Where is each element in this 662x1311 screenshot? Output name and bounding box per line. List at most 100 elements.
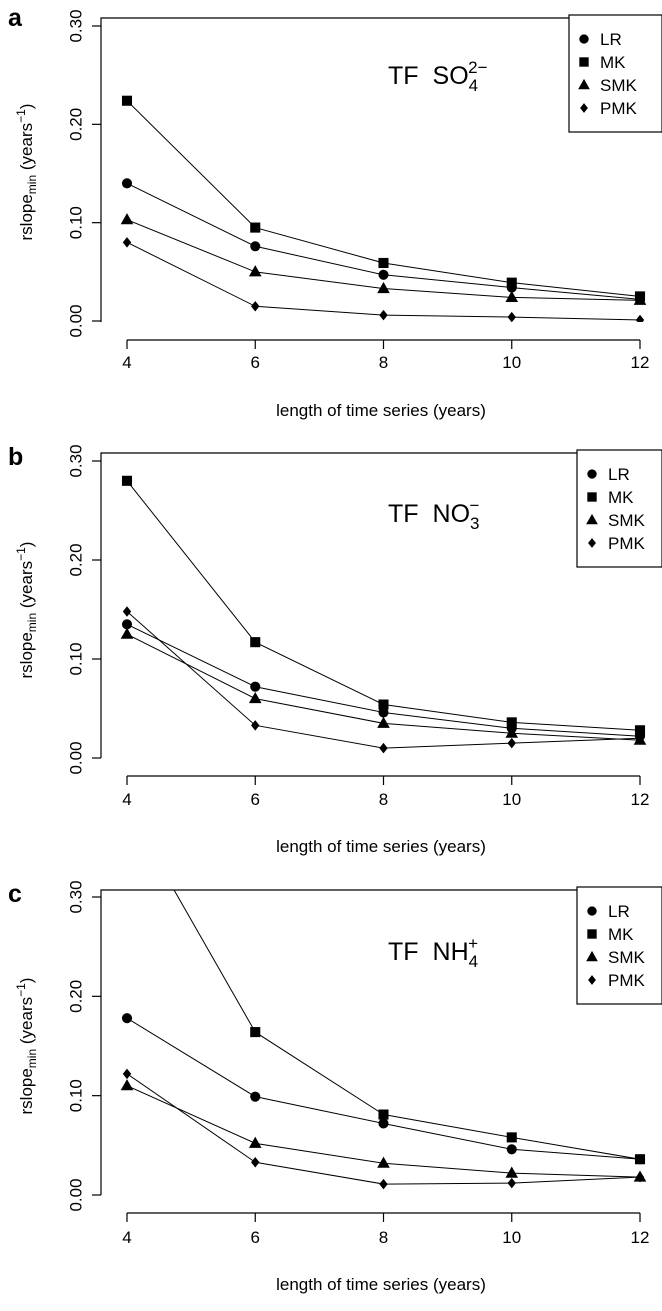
x-tick-label: 8 <box>379 353 388 372</box>
panel-annotation: TF NH4+ <box>388 934 478 971</box>
y-axis-label: rslopemin (years−1) <box>14 542 39 679</box>
data-point-mk <box>250 222 261 233</box>
data-point-lr <box>250 681 261 692</box>
series-group <box>120 95 647 322</box>
data-point-pmk <box>251 301 260 312</box>
data-point-mk <box>378 257 389 269</box>
data-point-smk <box>248 1136 262 1148</box>
data-point-lr <box>378 269 389 280</box>
annotation-sup: − <box>470 496 480 515</box>
data-point-smk <box>377 1156 390 1168</box>
x-tick-label: 4 <box>122 353 131 372</box>
panel-annotation: TF NO3− <box>388 496 480 533</box>
y-tick-label: 0.20 <box>66 108 85 141</box>
legend-marker-mk <box>587 929 597 939</box>
y-tick-label: 0.00 <box>66 304 85 337</box>
x-tick-label: 8 <box>379 1228 388 1247</box>
legend-marker-lr <box>579 34 589 44</box>
annotation-prefix: TF <box>388 62 419 90</box>
y-axis-label: rslopemin (years−1) <box>14 104 39 241</box>
y-axis-label-sub: min <box>25 1049 39 1068</box>
annotation-ion: NO <box>433 500 471 528</box>
panel-label: b <box>8 443 23 471</box>
x-tick-label: 10 <box>502 353 521 372</box>
y-tick-label: 0.00 <box>66 741 85 774</box>
legend-marker-pmk <box>588 975 596 985</box>
legend-marker-pmk <box>588 538 596 548</box>
data-point-pmk <box>635 1171 645 1183</box>
legend-label-mk: MK <box>608 488 634 507</box>
legend-label-smk: SMK <box>600 76 638 95</box>
data-point-smk <box>505 290 519 302</box>
x-tick-label: 6 <box>251 353 260 372</box>
y-tick-label: 0.30 <box>66 9 85 42</box>
annotation-sub: 4 <box>469 76 478 95</box>
panel-label: c <box>8 880 22 908</box>
data-point-mk <box>506 1132 517 1143</box>
legend-marker-smk <box>578 78 590 90</box>
data-point-smk <box>248 265 262 277</box>
data-point-smk <box>633 293 647 305</box>
y-axis-label-sup: −1 <box>14 547 28 561</box>
chart-panel-a: 0.00 0.10 0.20 0.30 4 6 8 10 12 length of time se… <box>8 4 662 420</box>
x-tick-label: 12 <box>631 353 650 372</box>
annotation-prefix: TF <box>388 938 419 966</box>
data-point-mk <box>506 717 517 728</box>
plot-frame <box>100 17 662 322</box>
data-point-lr <box>121 1013 133 1024</box>
x-tick-label: 4 <box>122 790 131 809</box>
legend-marker-mk <box>579 57 589 67</box>
data-point-pmk <box>507 1177 516 1189</box>
data-point-mk <box>634 725 646 736</box>
y-tick-label: 0.10 <box>66 206 85 239</box>
data-point-smk <box>505 726 519 738</box>
data-point-mk <box>378 1109 389 1120</box>
y-axis-label-sub: min <box>25 175 39 194</box>
y-tick-label: 0.10 <box>66 642 85 675</box>
data-point-pmk <box>507 737 516 749</box>
data-point-mk <box>121 475 133 486</box>
legend: LR MK SMK PMK <box>576 886 662 1005</box>
data-point-lr <box>250 1091 261 1102</box>
data-point-lr <box>121 619 133 630</box>
legend-marker-smk <box>586 513 598 525</box>
data-point-mk <box>250 1027 261 1038</box>
annotation-sup: 2− <box>468 58 487 77</box>
data-point-lr <box>121 178 133 189</box>
data-point-lr <box>250 241 261 252</box>
x-axis-label: length of time series (years) <box>276 401 486 420</box>
series-group <box>120 890 647 1190</box>
y-axis-label-sup: −1 <box>14 109 28 123</box>
data-point-mk <box>250 637 261 648</box>
y-axis-label-sup: −1 <box>14 983 28 997</box>
y-tick-label: 0.20 <box>66 980 85 1013</box>
legend-label-lr: LR <box>608 465 630 484</box>
legend-marker-lr <box>587 469 597 479</box>
data-point-smk <box>120 1079 134 1091</box>
annotation-sub: 4 <box>469 952 478 971</box>
y-axis-label-close: ) <box>17 542 36 548</box>
panel-label: a <box>8 4 23 32</box>
legend: LR MK SMK PMK <box>568 14 662 133</box>
y-axis-label-tail: (years <box>17 997 36 1049</box>
data-point-lr <box>506 1144 517 1155</box>
data-point-smk <box>120 627 134 639</box>
data-point-lr <box>378 1118 389 1129</box>
annotation-prefix: TF <box>388 500 419 528</box>
data-point-smk <box>120 213 134 225</box>
series-group <box>120 475 647 754</box>
y-axis-label-tail: (years <box>17 561 36 613</box>
data-point-smk <box>505 1166 519 1178</box>
data-point-pmk <box>379 309 388 321</box>
legend-label-mk: MK <box>608 925 634 944</box>
y-tick-label: 0.20 <box>66 543 85 576</box>
data-point-pmk <box>251 720 260 731</box>
annotation-ion: SO <box>433 62 469 90</box>
x-tick-label: 4 <box>122 1228 131 1247</box>
x-tick-label: 6 <box>251 1228 260 1247</box>
data-point-pmk <box>635 732 645 744</box>
chart-panel-c: 0.00 0.10 0.20 0.30 4 6 8 10 12 length of time se… <box>8 880 662 1294</box>
y-tick-label: 0.10 <box>66 1079 85 1112</box>
data-point-smk <box>377 716 390 728</box>
data-point-smk <box>248 691 262 704</box>
